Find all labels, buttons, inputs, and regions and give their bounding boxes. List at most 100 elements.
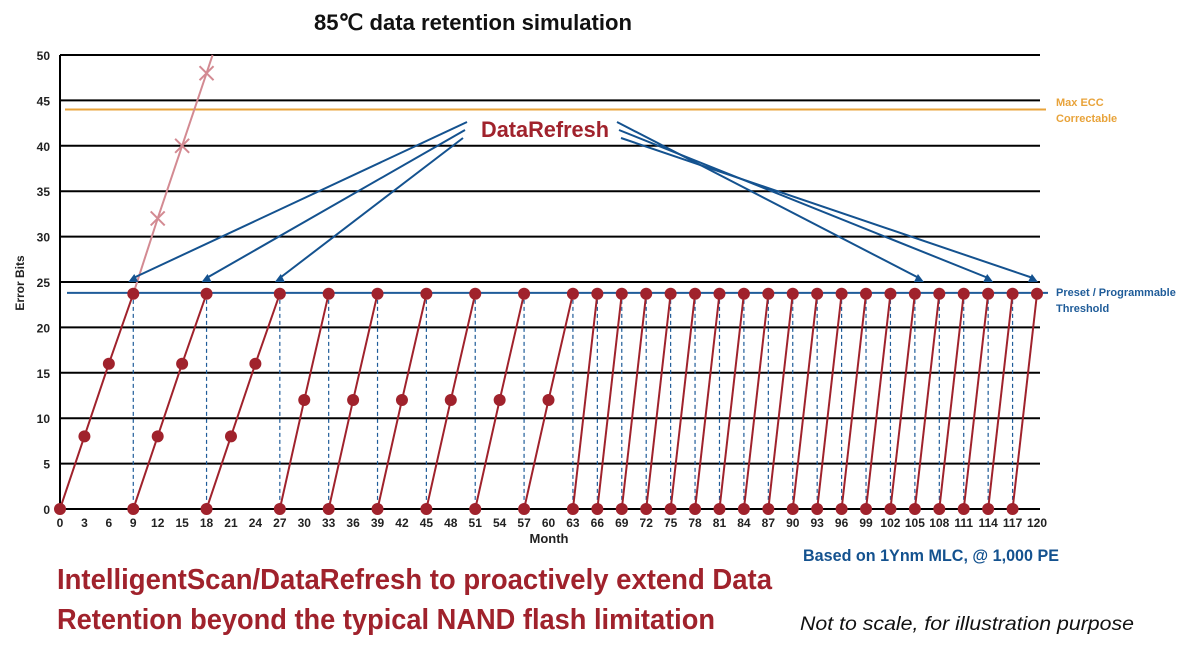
cycle-data-point xyxy=(566,287,579,300)
x-tick-label: 30 xyxy=(298,516,312,530)
y-tick-label: 5 xyxy=(43,458,50,472)
datarefresh-arrows xyxy=(128,121,1038,282)
x-tick-label: 12 xyxy=(151,516,165,530)
cycle-line-17 xyxy=(767,293,794,510)
cycle-data-point xyxy=(102,357,115,370)
x-tick-label: 60 xyxy=(542,516,556,530)
cycle-data-point xyxy=(860,287,873,300)
x-tick-label: 18 xyxy=(200,516,214,530)
chart-title: 85℃ data retention simulation xyxy=(314,10,632,35)
no-refresh-line xyxy=(132,54,214,295)
cycle-line-24 xyxy=(938,293,965,510)
x-tick-label: 48 xyxy=(444,516,458,530)
y-tick-label: 15 xyxy=(37,367,51,381)
cycle-line-12 xyxy=(645,293,672,510)
datarefresh-arrow-line xyxy=(132,121,468,279)
datarefresh-arrowhead xyxy=(1027,274,1038,282)
threshold-label-line1: Preset / Programmable xyxy=(1056,287,1176,299)
cycle-data-point xyxy=(469,287,482,300)
cycle-data-point xyxy=(908,503,921,515)
cycle-data-point xyxy=(737,287,750,300)
x-tick-label: 27 xyxy=(273,516,287,530)
x-tick-label: 3 xyxy=(81,516,88,530)
refresh-markers xyxy=(132,292,1014,509)
cycle-line-27 xyxy=(1011,293,1038,510)
x-tick-label: 63 xyxy=(566,516,580,530)
cycle-data-point xyxy=(762,503,775,515)
cycle-data-point xyxy=(835,503,848,515)
cycle-data-point xyxy=(615,287,628,300)
cycle-line-19 xyxy=(816,293,843,510)
x-tick-label: 87 xyxy=(762,516,776,530)
cycle-data-point xyxy=(224,430,237,443)
x-tick-label: 78 xyxy=(688,516,702,530)
cycle-line-1 xyxy=(132,293,208,510)
cycle-data-point xyxy=(689,287,702,300)
basis-note: Based on 1Ynm MLC, @ 1,000 PE xyxy=(803,546,1059,565)
cycle-data-point xyxy=(420,503,433,515)
cycle-data-point xyxy=(371,503,384,515)
x-tick-label: 36 xyxy=(346,516,360,530)
cycle-data-point xyxy=(420,287,433,300)
cycle-data-point xyxy=(395,394,408,407)
cycle-data-point xyxy=(493,394,506,407)
y-tick-label: 20 xyxy=(37,321,51,335)
datarefresh-annotation: DataRefresh xyxy=(481,117,609,142)
cycle-line-9 xyxy=(571,293,599,510)
datarefresh-arrowhead xyxy=(983,274,994,282)
cycle-data-point xyxy=(811,503,824,515)
cycle-data-point xyxy=(542,394,555,407)
cycle-data-point xyxy=(151,430,164,443)
x-tick-label: 6 xyxy=(106,516,113,530)
cycle-line-11 xyxy=(620,293,648,510)
threshold-label-line2: Threshold xyxy=(1056,303,1109,315)
cycle-line-20 xyxy=(840,293,868,510)
cycle-data-point xyxy=(469,503,482,515)
cycle-data-point xyxy=(615,503,628,515)
cycle-data-point xyxy=(591,503,604,515)
datarefresh-arrow-line xyxy=(616,121,920,279)
cycle-line-16 xyxy=(742,293,770,510)
cycle-data-point xyxy=(786,503,799,515)
headline-line1: IntelligentScan/DataRefresh to proactive… xyxy=(57,564,773,596)
x-tick-label: 84 xyxy=(737,516,751,530)
x-tick-label: 75 xyxy=(664,516,678,530)
y-axis-label: Error Bits xyxy=(13,255,27,311)
cycle-line-2 xyxy=(205,293,281,510)
cycle-data-point xyxy=(933,503,946,515)
datarefresh-arrow-line xyxy=(620,137,1034,279)
x-tick-label: 45 xyxy=(420,516,434,530)
cycle-line-21 xyxy=(865,293,892,510)
x-tick-label: 120 xyxy=(1027,516,1047,530)
x-tick-label: 66 xyxy=(591,516,605,530)
x-tick-label: 69 xyxy=(615,516,629,530)
cycle-line-13 xyxy=(669,293,697,510)
cycle-data-point xyxy=(908,287,921,300)
cycle-line-15 xyxy=(718,293,745,510)
x-tick-label: 72 xyxy=(640,516,654,530)
x-tick-label: 105 xyxy=(905,516,925,530)
x-tick-label: 99 xyxy=(859,516,873,530)
x-tick-label: 102 xyxy=(880,516,900,530)
y-tick-label: 0 xyxy=(43,503,50,517)
cycle-data-point xyxy=(664,503,677,515)
cycle-line-26 xyxy=(987,293,1014,510)
cycle-data-point xyxy=(273,287,286,300)
cycle-data-point xyxy=(518,287,531,300)
x-tick-label: 54 xyxy=(493,516,507,530)
y-tick-label: 45 xyxy=(37,94,51,108)
cycle-data-point xyxy=(933,287,946,300)
cycle-data-point xyxy=(566,503,579,515)
cycle-line-14 xyxy=(694,293,721,510)
cycle-data-point xyxy=(1006,503,1019,515)
y-tick-label: 25 xyxy=(37,276,51,290)
cycle-data-point xyxy=(957,287,970,300)
cycle-data-point xyxy=(713,503,726,515)
x-tick-label: 96 xyxy=(835,516,849,530)
ecc-label-line1: Max ECC xyxy=(1056,97,1104,109)
cycle-data-point xyxy=(982,287,995,300)
cycle-line-0 xyxy=(59,293,135,510)
cycle-data-point xyxy=(884,287,897,300)
cycle-data-point xyxy=(1031,287,1043,300)
x-tick-label: 90 xyxy=(786,516,800,530)
